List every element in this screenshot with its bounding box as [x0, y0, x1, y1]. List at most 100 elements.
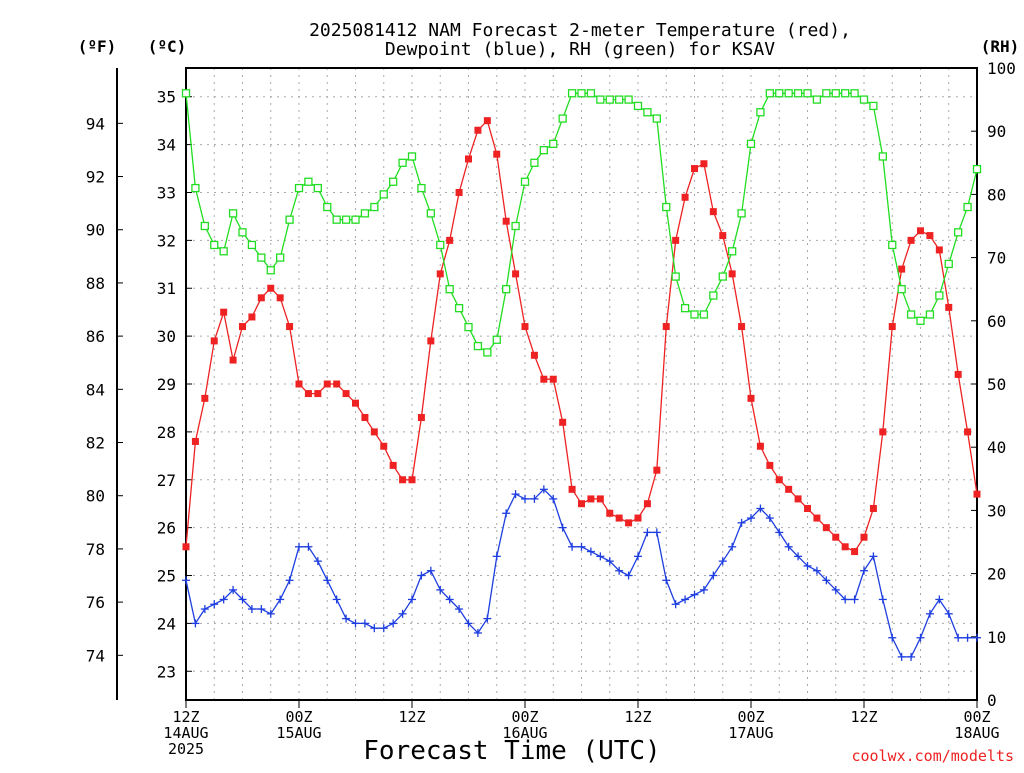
dewpoint-point — [492, 552, 501, 561]
dewpoint-point — [643, 528, 652, 537]
dewpoint-point — [803, 561, 812, 570]
rh-tick-label: 100 — [987, 59, 1016, 78]
rh-point — [878, 152, 887, 161]
dewpoint-point — [191, 619, 200, 628]
dewpoint-point — [935, 595, 944, 604]
celsius-tick-label: 30 — [157, 327, 176, 346]
dewpoint-point — [379, 624, 388, 633]
temperature-point — [314, 390, 322, 398]
celsius-tick-label: 28 — [157, 423, 176, 442]
rh-point — [925, 310, 935, 319]
celsius-tick-label: 35 — [157, 88, 176, 107]
dewpoint-point — [596, 552, 605, 561]
temperature-point — [417, 414, 425, 422]
rh-point — [643, 108, 652, 117]
temperature-point — [210, 337, 218, 345]
temperature-point — [851, 548, 859, 556]
temperature-point — [239, 323, 246, 331]
temperature-point — [389, 461, 397, 469]
temperature-point — [559, 418, 567, 426]
time-tick-label: 12Z — [172, 708, 199, 726]
rh-point — [502, 285, 511, 294]
fahrenheit-tick-label: 86 — [86, 327, 105, 346]
dewpoint-point — [342, 614, 351, 623]
rh-point — [200, 221, 209, 231]
dewpoint-point — [238, 595, 247, 604]
rh-point — [379, 190, 388, 199]
temperature-point — [323, 380, 331, 388]
rh-point — [793, 89, 803, 98]
rh-point — [680, 304, 690, 313]
temperature-point — [898, 265, 906, 273]
dewpoint-point — [464, 619, 473, 628]
dewpoint-point — [285, 576, 294, 585]
temperature-point — [860, 533, 868, 541]
temperature-point — [587, 495, 595, 503]
dewpoint-point — [182, 576, 190, 585]
dewpoint-point — [502, 509, 511, 518]
rh-point — [257, 253, 266, 262]
temperature-point — [399, 476, 407, 484]
rh-tick-label: 70 — [987, 249, 1006, 268]
rh-point — [897, 285, 906, 294]
rh-point — [520, 177, 530, 186]
celsius-tick-label: 27 — [157, 471, 176, 490]
rh-tick-label: 80 — [987, 185, 1006, 204]
dewpoint-point — [304, 542, 313, 551]
rh-point — [728, 247, 737, 256]
rh-point — [944, 259, 953, 269]
temperature-point — [276, 294, 284, 302]
rh-point — [888, 240, 897, 250]
dewpoint-point — [775, 528, 784, 537]
temperature-point — [248, 313, 256, 321]
dewpoint-point — [323, 576, 332, 585]
rh-point — [699, 310, 709, 319]
temperature-point — [342, 390, 350, 398]
time-tick-label: 12Z — [850, 708, 877, 726]
celsius-tick-label: 34 — [157, 136, 176, 155]
rh-point — [709, 291, 718, 300]
dewpoint-point — [568, 542, 577, 551]
celsius-tick-label: 31 — [157, 279, 176, 298]
dewpoint-point — [831, 585, 840, 594]
rh-point — [436, 240, 445, 250]
rh-point — [841, 89, 850, 98]
dewpoint-point — [954, 633, 963, 642]
dewpoint-point — [445, 595, 454, 604]
celsius-tick-label: 24 — [157, 614, 176, 633]
temperature-point — [662, 323, 670, 331]
temperature-point — [785, 485, 793, 493]
rh-point — [511, 221, 520, 231]
temperature-point — [201, 394, 209, 402]
rh-point — [859, 95, 869, 104]
rh-point — [445, 285, 454, 294]
dewpoint-point — [907, 652, 916, 661]
rh-point — [662, 202, 671, 212]
rh-point — [360, 209, 370, 218]
dewpoint-point — [511, 490, 520, 499]
dewpoint-point — [558, 523, 567, 532]
celsius-tick-label: 29 — [157, 375, 176, 394]
rh-point — [483, 348, 492, 357]
dewpoint-point — [398, 609, 407, 618]
dewpoint-point — [709, 571, 718, 580]
dewpoint-point — [257, 605, 266, 614]
temperature-point — [596, 495, 604, 503]
temperature-point — [691, 165, 698, 173]
celsius-unit-label: (ºC) — [148, 37, 187, 56]
rh-point — [210, 240, 219, 250]
rh-point — [822, 89, 831, 98]
rh-point — [181, 89, 191, 98]
dewpoint-point — [210, 600, 219, 609]
rh-point — [219, 247, 228, 256]
temperature-point — [747, 394, 755, 402]
rh-point — [341, 215, 351, 224]
dewpoint-point — [822, 576, 831, 585]
celsius-tick-label: 33 — [157, 183, 176, 202]
dewpoint-point — [313, 557, 322, 566]
rh-point — [228, 209, 238, 218]
temperature-point — [813, 514, 821, 522]
time-tick-label: 00Z — [963, 708, 990, 726]
rh-point — [332, 215, 341, 224]
temperature-point — [775, 476, 783, 484]
